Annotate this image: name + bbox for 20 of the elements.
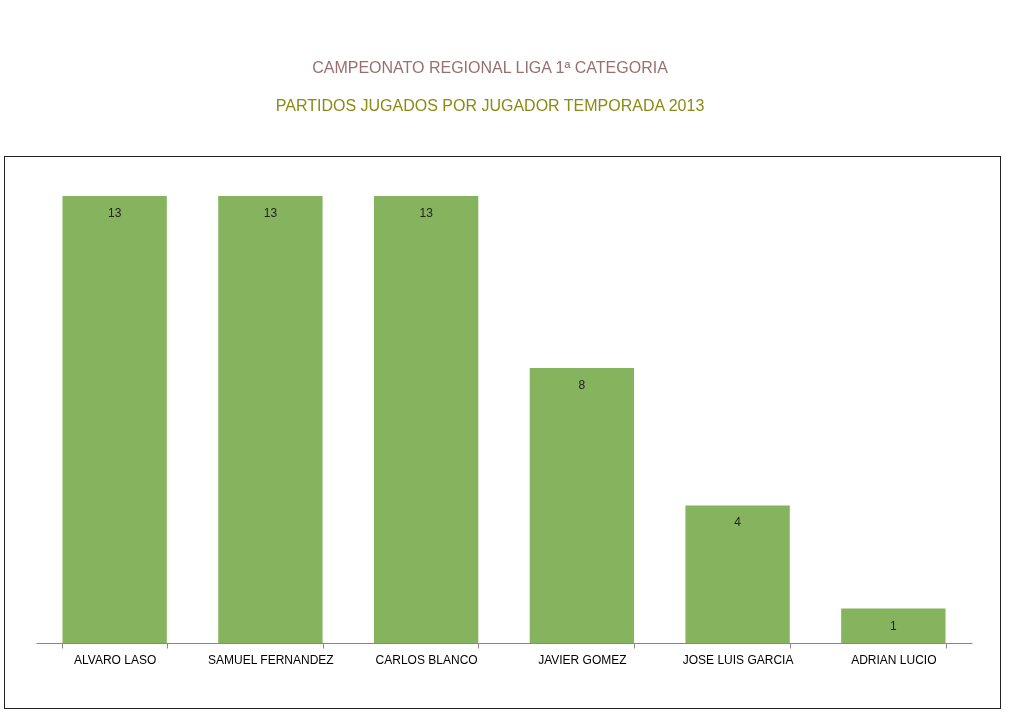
- x-tick-label: ALVARO LASO: [74, 652, 157, 667]
- data-label: 13: [107, 206, 122, 220]
- x-tick-label: SAMUEL FERNANDEZ: [208, 652, 334, 667]
- x-tick-label: ADRIAN LUCIO: [851, 652, 937, 667]
- chart-subtitle: PARTIDOS JUGADOS POR JUGADOR TEMPORADA 2013: [275, 97, 705, 114]
- data-label: 13: [263, 206, 278, 220]
- chart-title: CAMPEONATO REGIONAL LIGA 1ª CATEGORIA: [312, 59, 669, 76]
- data-label: 4: [734, 515, 742, 530]
- bar: [529, 367, 635, 643]
- x-tick-label: JOSE LUIS GARCIA: [682, 652, 794, 667]
- bar: [841, 608, 946, 643]
- data-label: 1: [890, 618, 898, 633]
- data-label: 8: [578, 377, 586, 392]
- bar: [373, 196, 479, 643]
- bar: [62, 196, 167, 643]
- bar: [685, 505, 790, 643]
- data-label: 13: [419, 206, 434, 220]
- x-tick-label: JAVIER GOMEZ: [538, 652, 627, 667]
- x-tick-label: CARLOS BLANCO: [375, 652, 478, 667]
- bar: [218, 196, 323, 643]
